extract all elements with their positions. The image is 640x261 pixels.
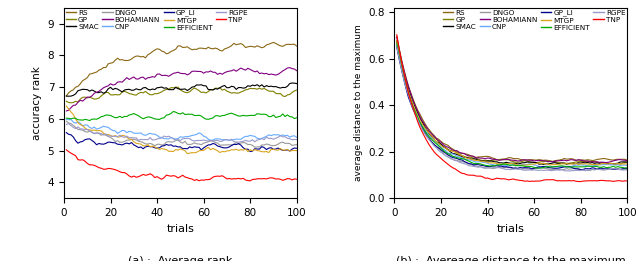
- Text: (a) :  Average rank: (a) : Average rank: [128, 256, 232, 261]
- Legend: RS, GP, SMAC, DNGO, BOHAMIANN, CNP, GP_LI, MTGP, EFFICIENT, RGPE, TNP: RS, GP, SMAC, DNGO, BOHAMIANN, CNP, GP_L…: [442, 9, 626, 31]
- Y-axis label: accuracy rank: accuracy rank: [32, 66, 42, 140]
- Text: (b) :  Avereage distance to the maximum: (b) : Avereage distance to the maximum: [396, 256, 626, 261]
- Legend: RS, GP, SMAC, DNGO, BOHAMIANN, CNP, GP_LI, MTGP, EFFICIENT, RGPE, TNP: RS, GP, SMAC, DNGO, BOHAMIANN, CNP, GP_L…: [65, 9, 249, 31]
- X-axis label: trials: trials: [497, 224, 525, 234]
- Y-axis label: average distance to the maximum: average distance to the maximum: [354, 25, 363, 181]
- X-axis label: trials: trials: [166, 224, 195, 234]
